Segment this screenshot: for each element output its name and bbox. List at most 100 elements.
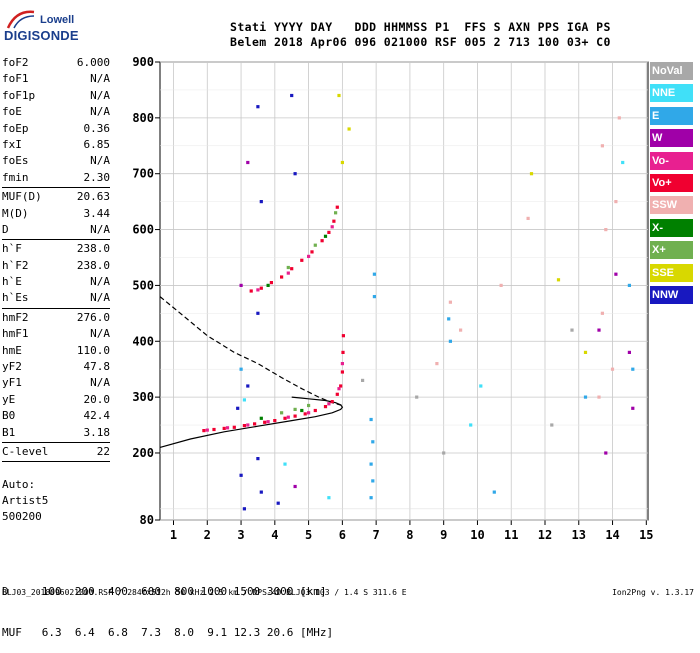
param-key: fxI (2, 137, 22, 151)
data-point-vo- (307, 254, 311, 258)
param-value: N/A (90, 291, 110, 305)
param-key: yF1 (2, 376, 22, 390)
data-point-e (371, 479, 375, 483)
version-label: Ion2Png v. 1.3.17 (612, 588, 694, 597)
data-point-vo- (330, 400, 334, 404)
data-point-vo- (253, 422, 257, 426)
y-tick-label: 300 (132, 390, 154, 404)
data-point-x- (313, 243, 317, 247)
param-key: foF1p (2, 88, 36, 102)
data-point-sse (340, 160, 344, 165)
data-point-vo- (327, 230, 331, 234)
data-point-vo- (222, 426, 226, 430)
data-point-sse (556, 278, 561, 282)
x-tick-label: 4 (271, 528, 278, 542)
param-key: h`Es (2, 291, 29, 305)
param-value: 20.0 (83, 392, 111, 406)
data-point-nne (469, 423, 473, 427)
x-tick-label: 9 (440, 528, 447, 542)
d-row: D 100 200 400 600 800 1000 1500 3000 [km… (2, 585, 327, 598)
param-value: N/A (90, 327, 110, 341)
param-key: h`E (2, 275, 22, 289)
data-point-x- (280, 411, 284, 415)
data-point-e (447, 317, 451, 321)
param-value: N/A (90, 376, 110, 390)
param-value: N/A (90, 154, 110, 168)
data-point-e (448, 339, 452, 343)
data-point-vo- (341, 350, 345, 354)
param-separator (2, 461, 110, 463)
data-point-noval (415, 395, 419, 399)
param-separator (2, 441, 110, 443)
profile-curve-dashed (159, 296, 343, 407)
data-point-vo- (335, 205, 339, 209)
data-point-vo- (320, 239, 324, 243)
data-point-e (369, 496, 373, 500)
param-value: 6.000 (76, 56, 110, 69)
data-point-vo- (337, 387, 341, 391)
x-tick-label: 7 (373, 528, 380, 542)
param-value: N/A (90, 88, 110, 102)
data-point-vo- (300, 258, 304, 262)
legend-item-vo-: Vo- (650, 151, 693, 170)
data-point-nne (283, 462, 287, 466)
legend-item-sse: SSE (650, 263, 693, 282)
param-row: MUF(D) 20.63 (2, 189, 110, 205)
param-row: B1 3.18 (2, 425, 110, 441)
y-tick-label: 80 (140, 513, 154, 527)
logo-line1: Lowell (40, 14, 75, 26)
data-point-e (369, 462, 373, 466)
param-row: C-level 22 (2, 444, 110, 460)
param-value: 22 (96, 444, 110, 458)
header-line2: Belem 2018 Apr06 096 021000 RSF 005 2 71… (230, 35, 611, 49)
data-point-x- (334, 211, 338, 215)
logo-arc-icon (6, 10, 35, 29)
data-point-w (631, 406, 635, 410)
legend-item-e: E (650, 106, 693, 125)
x-tick-label: 15 (639, 528, 653, 542)
data-point-w (597, 328, 601, 332)
data-point-nnw (239, 473, 243, 477)
data-point-vo- (232, 425, 236, 429)
footer-info: BLJ03_2018096021000.RSF / 284fx512h 50 k… (2, 588, 407, 597)
data-point-nnw (259, 490, 263, 494)
x-tick-label: 2 (204, 528, 211, 542)
param-row: D N/A (2, 222, 110, 238)
data-point-x- (266, 283, 270, 287)
data-point-ssw (448, 300, 452, 304)
y-tick-label: 400 (132, 334, 154, 348)
x-tick-label: 8 (406, 528, 413, 542)
param-key: hmE (2, 343, 22, 357)
y-tick-label: 700 (132, 167, 154, 181)
data-point-e (492, 490, 496, 494)
x-tick-label: 14 (605, 528, 619, 542)
data-point-e (371, 440, 375, 444)
data-point-ssw (526, 216, 530, 220)
param-value: 276.0 (76, 310, 110, 324)
param-row: yE 20.0 (2, 392, 110, 408)
auto-label: Auto: (2, 478, 36, 491)
data-point-noval (550, 423, 554, 427)
data-point-nnw (276, 501, 280, 505)
data-point-e (583, 395, 588, 399)
param-value: 110.0 (76, 343, 110, 357)
param-key: hmF2 (2, 310, 29, 324)
param-key: foF1 (2, 72, 29, 86)
data-point-vo- (266, 420, 270, 424)
param-separator (2, 187, 110, 189)
data-point-ssw (604, 228, 608, 232)
param-row: hmF1 N/A (2, 326, 110, 342)
data-point-nne (242, 398, 246, 402)
legend: NoVal NNE E W Vo- Vo+ SSW X- X+ SSE NNW (650, 62, 693, 308)
data-point-vo- (263, 420, 267, 424)
param-key: yF2 (2, 360, 22, 374)
param-row: foEp 0.36 (2, 121, 110, 137)
data-point-noval (570, 328, 574, 332)
param-key: foF2 (2, 56, 29, 69)
header-line1: Stati YYYY DAY DDD HHMMSS P1 FFS S AXN P… (230, 20, 611, 34)
data-point-ssw (499, 283, 503, 287)
data-point-vo- (273, 419, 277, 423)
y-tick-label: 600 (132, 223, 154, 237)
data-point-ssw (614, 200, 618, 204)
data-point-ssw (459, 328, 463, 332)
